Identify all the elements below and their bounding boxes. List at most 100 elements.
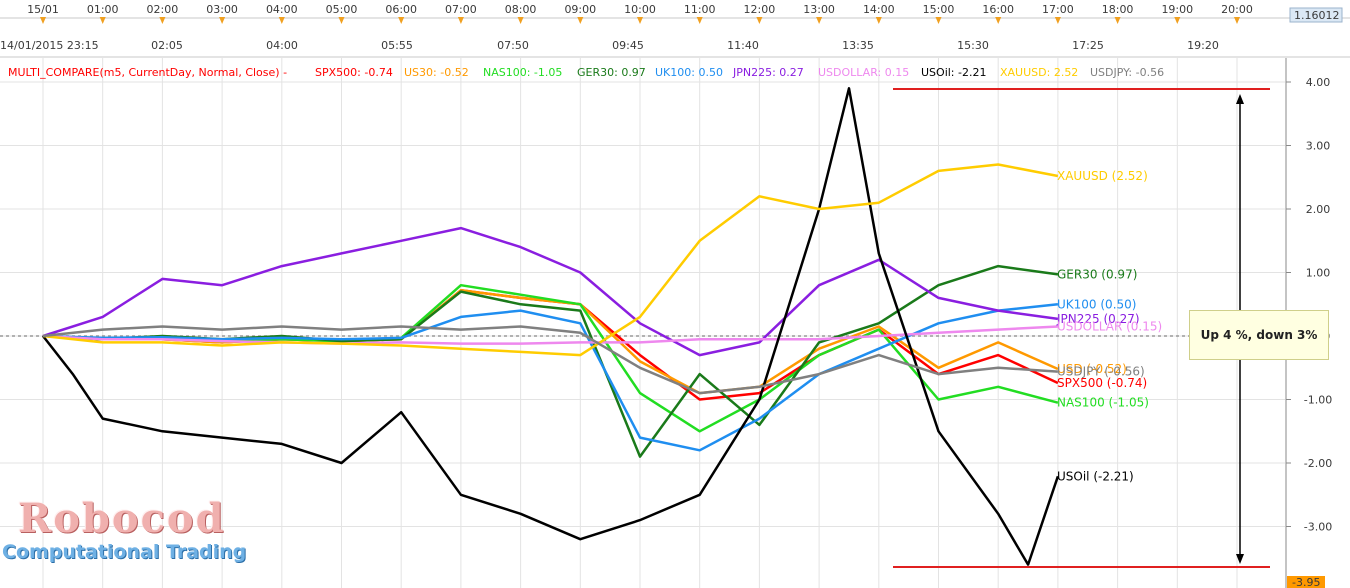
annotation-box: Up 4 %, down 3% [1189,310,1329,360]
plot-area: 4.003.002.001.000.00-1.00-2.00-3.00 SPX5… [0,58,1332,588]
legend-entry: SPX500: -0.74 [315,66,393,79]
time-label: 17:25 [1072,39,1104,52]
hour-label: 16:00 [982,3,1014,16]
hour-label: 17:00 [1042,3,1074,16]
hour-marker [935,17,942,24]
price-tag [1289,7,1343,23]
hour-label: 15/01 [27,3,59,16]
hour-label: 07:00 [445,3,477,16]
hour-marker [1114,17,1121,24]
end-label-usdjpy: USDJPY (-0.56) [1057,365,1145,379]
bottom-value-tag-text: -3.95 [1292,576,1320,588]
y-tick-label: 4.00 [1306,76,1331,89]
end-label-usdollar: USDOLLAR (0.15) [1057,319,1162,333]
end-label-xauusd: XAUUSD (2.52) [1057,169,1148,183]
time-label: 02:05 [151,39,183,52]
end-label-ger30: GER30 (0.97) [1057,267,1137,281]
watermark-subtitle: Computational Trading [2,541,247,563]
chart-title: MULTI_COMPARE(m5, CurrentDay, Normal, Cl… [8,66,287,79]
hour-marker [278,17,285,24]
y-tick-label: -2.00 [1304,457,1332,470]
y-tick-label: 2.00 [1306,203,1331,216]
legend-entry: USDJPY: -0.56 [1090,66,1164,79]
series-line-usdjpy [42,325,1058,395]
hour-label: 18:00 [1102,3,1134,16]
watermark-title: Robocod [18,495,226,542]
legend: MULTI_COMPARE(m5, CurrentDay, Normal, Cl… [8,66,1164,79]
hour-label: 20:00 [1221,3,1253,16]
time-label: 09:45 [612,39,644,52]
hour-label: 19:00 [1161,3,1193,16]
hour-marker [637,17,643,24]
series-line-uk100 [42,303,1059,452]
legend-entry: XAUUSD: 2.52 [1000,66,1078,79]
bottom-value-tag [1287,576,1325,588]
legend-entry: US30: -0.52 [404,66,469,79]
hour-marker [696,17,703,24]
hour-label: 10:00 [624,3,656,16]
y-tick-label: 1.00 [1306,267,1331,280]
end-label-spx500: SPX500 (-0.74) [1057,376,1147,390]
time-label: 11:40 [727,39,759,52]
hour-marker [398,17,405,24]
hour-label: 05:00 [326,3,358,16]
hour-marker [40,17,46,24]
hour-label: 01:00 [87,3,119,16]
legend-entry: UK100: 0.50 [655,66,723,79]
hour-label: 02:00 [147,3,179,16]
hour-marker [816,17,823,24]
hour-marker [995,17,1002,24]
y-tick-label: -3.00 [1304,521,1332,534]
hour-marker [99,17,106,24]
legend-entry: USDOLLAR: 0.15 [818,66,909,79]
range-arrow-bottom-head [1236,554,1244,564]
end-label-us30: USD (-0.52) [1057,362,1127,376]
hour-label: 04:00 [266,3,298,16]
hour-marker [457,17,464,24]
hour-marker [159,17,166,24]
hour-label: 15:00 [923,3,955,16]
hour-marker [219,17,226,24]
series-line-usoil [42,87,1060,566]
range-arrow-top-head [1236,94,1244,104]
price-tag-text: 1.16012 [1294,9,1340,22]
hour-label: 12:00 [744,3,776,16]
hour-marker [756,17,763,24]
time-label: 05:55 [381,39,413,52]
series-line-xauusd [42,163,1059,357]
time-label: 15:30 [957,39,989,52]
y-tick-label: -1.00 [1304,394,1332,407]
hour-label: 06:00 [385,3,417,16]
legend-entry: JPN225: 0.27 [732,66,804,79]
watermark: Robocod Computational Trading [2,495,246,564]
time-label: 13:35 [842,39,874,52]
end-label-jpn225: JPN225 (0.27) [1056,312,1140,326]
hour-label: 09:00 [564,3,596,16]
hour-marker [1234,17,1240,24]
y-tick-label: 3.00 [1306,140,1331,153]
hour-marker [338,17,345,24]
end-label-uk100: UK100 (0.50) [1057,297,1136,311]
time-label: 14/01/2015 23:15 [0,39,99,52]
series-line-jpn225 [42,226,1059,357]
hour-marker [875,17,882,24]
time-label: 04:00 [266,39,298,52]
end-label-usoil: USOil (-2.21) [1057,469,1134,483]
hour-marker [1174,17,1181,24]
annotation-text: Up 4 %, down 3% [1200,328,1318,342]
hour-marker [577,17,584,24]
legend-entry: NAS100: -1.05 [483,66,562,79]
hour-label: 11:00 [684,3,716,16]
hour-label: 03:00 [206,3,238,16]
end-label-nas100: NAS100 (-1.05) [1057,396,1149,410]
hour-marker [517,17,524,24]
hour-label: 13:00 [803,3,835,16]
time-label: 19:20 [1187,39,1219,52]
hour-label: 14:00 [863,3,895,16]
top-time-axis: 15/01 01:00 02:00 03:00 04:00 05:00 06:00 07:00… [0,0,1350,58]
hour-label: 08:00 [505,3,537,16]
series-line-usdollar [42,325,1058,345]
time-label: 07:50 [497,39,529,52]
hour-marker [1054,17,1061,24]
